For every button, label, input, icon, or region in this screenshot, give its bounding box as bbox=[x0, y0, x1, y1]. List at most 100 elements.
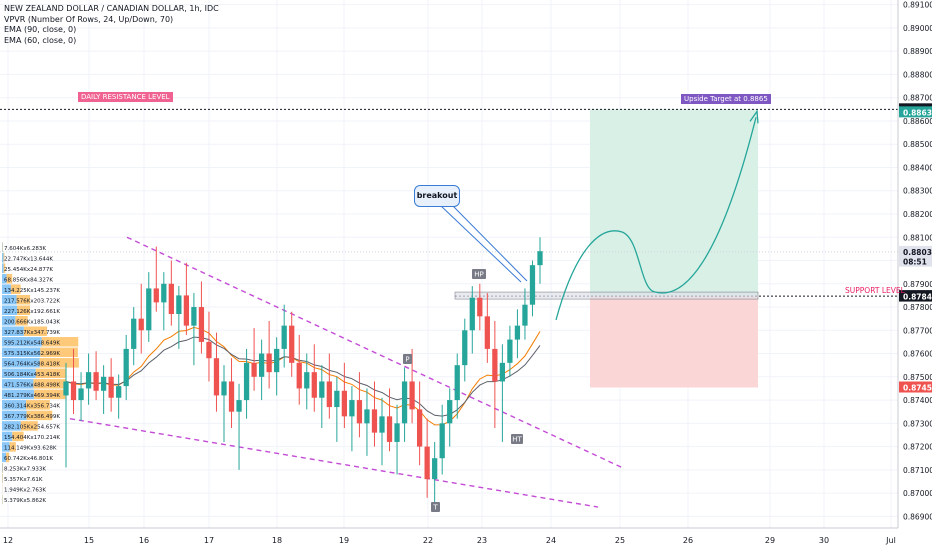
price-tick-label: 0.89100 bbox=[903, 1, 932, 10]
time-tick-label: 30 bbox=[819, 536, 829, 545]
candle-body bbox=[409, 381, 415, 410]
time-tick-label: 29 bbox=[765, 536, 775, 545]
candle-body bbox=[537, 251, 543, 266]
time-tick-label: 26 bbox=[683, 536, 693, 545]
resistance-label: DAILY RESISTANCE LEVEL bbox=[78, 92, 173, 102]
price-tick-label: 0.87900 bbox=[903, 280, 932, 289]
volume-row-label: 25.454Kx24.877K bbox=[4, 267, 53, 273]
volume-bar-down bbox=[16, 294, 31, 305]
price-tick-label: 0.87000 bbox=[903, 489, 932, 498]
volume-row-label: 327.837Kx347.739K bbox=[4, 330, 60, 336]
candle-body bbox=[416, 409, 423, 447]
bubble-pointer-a bbox=[451, 204, 528, 282]
candle-body bbox=[469, 297, 475, 331]
candle-body bbox=[131, 318, 137, 349]
chart-legend: NEW ZEALAND DOLLAR / CANADIAN DOLLAR, 1h… bbox=[4, 4, 219, 46]
time-tick-label: 18 bbox=[272, 536, 282, 545]
pattern-marker-box bbox=[511, 434, 523, 444]
projected-path bbox=[555, 117, 757, 321]
candle-body bbox=[289, 325, 295, 363]
target-label: Upside Target at 0.8865 bbox=[681, 94, 771, 104]
candle-body bbox=[356, 400, 363, 424]
volume-row-label: 564.764Kx588.418K bbox=[4, 361, 60, 367]
candle-body bbox=[311, 372, 317, 398]
price-tick-label: 0.88300 bbox=[903, 187, 932, 196]
pattern-marker-label: P bbox=[405, 356, 409, 364]
volume-bar-up bbox=[2, 368, 36, 379]
pattern-marker-box bbox=[403, 354, 412, 364]
candle-body bbox=[394, 423, 400, 442]
time-axis[interactable]: 12 15 16 17 18 19 22 23 24 25 26 29 30 Jul bbox=[0, 527, 898, 545]
price-tick-label: 0.87700 bbox=[903, 326, 932, 335]
candle-body bbox=[334, 390, 340, 408]
candle-body bbox=[236, 400, 242, 412]
volume-row-label: 217.576Kx203.722K bbox=[4, 298, 60, 304]
volume-bar-up bbox=[2, 294, 17, 305]
candle-body bbox=[228, 381, 235, 412]
price-tags: 0.886500.886370.8803708:510.878470.87845… bbox=[899, 103, 932, 393]
candle-body bbox=[319, 381, 325, 398]
indicator-ema-90[interactable]: EMA (90, close, 0) bbox=[4, 25, 77, 34]
volume-row-label: 595.212Kx548.649K bbox=[4, 340, 60, 346]
candle-body bbox=[123, 348, 129, 387]
indicator-ema-60[interactable]: EMA (60, close, 0) bbox=[4, 35, 77, 45]
time-tick-label: 23 bbox=[477, 536, 487, 545]
volume-row-label: 506.184Kx453.418K bbox=[4, 372, 60, 378]
candle-body bbox=[100, 376, 107, 391]
price-tick-label: 0.87500 bbox=[903, 373, 932, 382]
candle-body bbox=[221, 381, 227, 396]
volume-bar-up bbox=[2, 305, 18, 315]
candle-body bbox=[499, 362, 506, 382]
candle-body bbox=[341, 390, 348, 417]
candle-body bbox=[63, 381, 69, 396]
time-tick-label: 17 bbox=[204, 536, 214, 545]
projection-arrowhead bbox=[749, 109, 759, 124]
price-tick-label: 0.87600 bbox=[903, 350, 932, 359]
volume-bar-down bbox=[3, 252, 5, 263]
candle-body bbox=[116, 386, 122, 398]
price-tag-box bbox=[899, 381, 932, 393]
price-tick-label: 0.88400 bbox=[903, 163, 932, 172]
bubble-pointer-b bbox=[439, 204, 522, 283]
breakout-callout: breakout bbox=[414, 185, 460, 207]
candle-body bbox=[176, 295, 182, 315]
price-tick-label: 0.88500 bbox=[903, 140, 932, 149]
volume-bar-up bbox=[2, 410, 27, 421]
candle-body bbox=[514, 325, 521, 340]
candle-body bbox=[386, 416, 393, 442]
volume-bar-up bbox=[2, 273, 7, 284]
volume-bar-up bbox=[2, 431, 13, 442]
time-tick-label: 12 bbox=[3, 536, 13, 545]
time-tick-label: 22 bbox=[423, 536, 433, 545]
volume-bar-down bbox=[12, 431, 24, 442]
pattern-marker-box bbox=[472, 269, 486, 279]
volume-bar-up bbox=[2, 421, 21, 431]
support-zone bbox=[454, 291, 759, 300]
candle-body bbox=[108, 376, 114, 398]
volume-bar-down bbox=[33, 379, 67, 389]
time-tick-label: 16 bbox=[139, 536, 149, 545]
symbol-title[interactable]: NEW ZEALAND DOLLAR / CANADIAN DOLLAR, 1h… bbox=[4, 4, 219, 13]
price-tick-label: 0.87400 bbox=[903, 396, 932, 405]
profit-zone bbox=[590, 109, 758, 297]
price-tick-label: 0.87800 bbox=[903, 303, 932, 312]
candle-body bbox=[304, 372, 310, 389]
ema-lines bbox=[65, 326, 541, 426]
candle-body bbox=[447, 400, 453, 424]
volume-row-label: 8.253Kx7.933K bbox=[4, 467, 46, 473]
candle-body bbox=[243, 362, 250, 401]
volume-row-label: 282.105Kx254.657K bbox=[4, 425, 60, 431]
candle-body bbox=[349, 400, 355, 417]
candle-body bbox=[183, 295, 190, 326]
candle-body bbox=[281, 325, 287, 349]
indicator-vpvr[interactable]: VPVR (Number Of Rows, 24, Up/Down, 70) bbox=[4, 14, 174, 24]
volume-row-label: 114.149Kx93.628K bbox=[4, 446, 57, 452]
price-tag-label: 0.87454 bbox=[903, 384, 932, 393]
volume-bar-up bbox=[2, 242, 3, 252]
volume-bar-down bbox=[26, 410, 53, 421]
price-tag-box bbox=[899, 290, 932, 302]
candle-body bbox=[401, 381, 408, 424]
volume-row-label: 200.666Kx185.043K bbox=[4, 319, 60, 325]
